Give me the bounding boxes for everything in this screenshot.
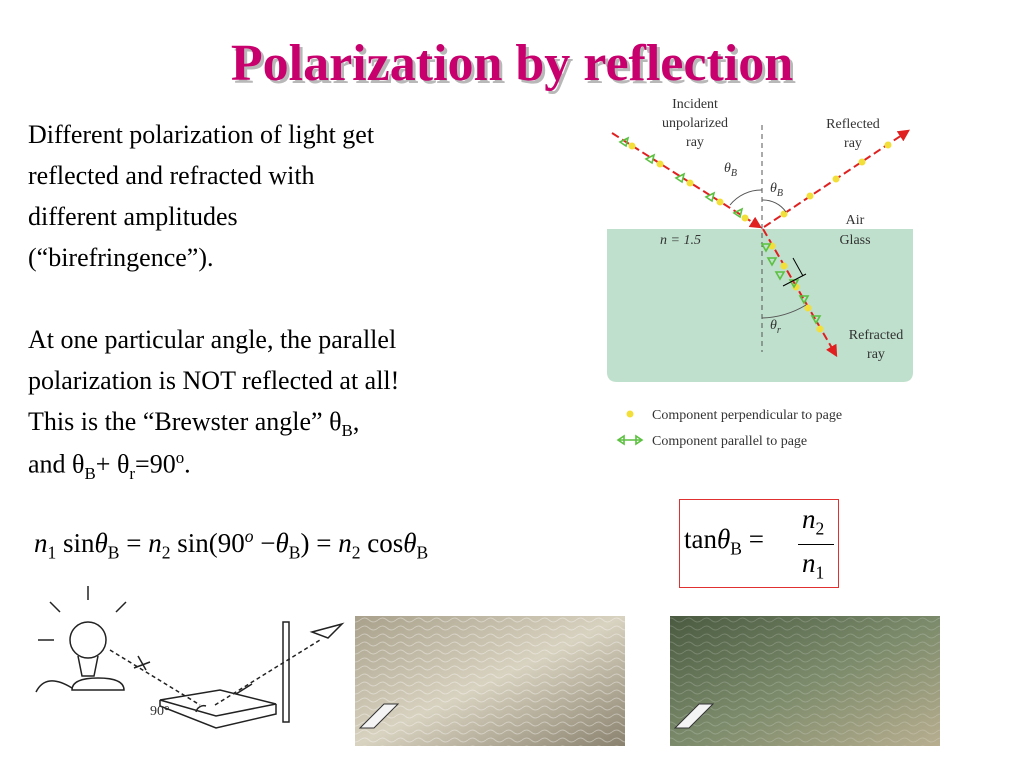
eq-token: B — [416, 542, 429, 563]
parallel-triangles — [618, 136, 822, 325]
eq-token: tan — [684, 524, 717, 554]
eq-token: B — [288, 542, 301, 563]
angle-arc — [761, 304, 807, 319]
label: ray — [844, 136, 862, 151]
label: Glass — [839, 233, 870, 248]
text-line: Different polarization of light get — [28, 120, 375, 149]
angle-arc — [761, 199, 787, 213]
eq-token: n — [802, 548, 816, 578]
eq-token: 1 — [47, 542, 57, 563]
eq-token: 2 — [161, 542, 171, 563]
eq-token: n — [148, 528, 162, 558]
label: unpolarized — [662, 116, 728, 131]
boat — [358, 703, 400, 729]
fraction-bar — [798, 544, 834, 545]
label: Air — [846, 213, 865, 228]
photo-waves — [355, 616, 625, 746]
eq-token: n — [34, 528, 48, 558]
equation: n1 sinθB = n2 sin(90o −θB) = n2 cosθB — [34, 526, 428, 563]
eq-token: sin — [63, 528, 95, 558]
label: ray — [686, 135, 704, 150]
eq-token: θ — [717, 524, 731, 554]
eq-token: θ — [275, 528, 289, 558]
sketch-label: 90° — [150, 704, 170, 719]
text-line: At one particular angle, the parallel — [28, 325, 397, 354]
right-angle-mark — [782, 273, 807, 287]
eq-token: 1 — [815, 562, 825, 583]
numerator: n2 — [802, 504, 824, 539]
eq-token: B — [730, 538, 742, 559]
eq-token: ) — [300, 528, 310, 558]
text-line: and θB+ θr=90o. — [28, 448, 191, 484]
angle-arc — [729, 189, 763, 206]
text: This is the “Brewster angle” θ — [28, 407, 342, 436]
eq-token: 2 — [815, 518, 825, 539]
diagram: Incident unpolarized ray Reflected ray A… — [607, 97, 913, 449]
text: =90 — [135, 449, 176, 479]
incident-ray — [611, 132, 763, 229]
label: ray — [867, 347, 885, 362]
label: Refracted — [849, 328, 903, 343]
label: Reflected — [826, 117, 880, 132]
eq-token: = — [748, 524, 764, 554]
text-line: (“birefringence”). — [28, 243, 214, 272]
eq-token: o — [244, 526, 254, 546]
eq-token: n — [338, 528, 352, 558]
eq-token: 90 — [217, 528, 245, 558]
eq-token: B — [107, 542, 120, 563]
refracted-ray — [762, 228, 838, 358]
legend-label: Component parallel to page — [652, 434, 807, 449]
label: θr — [770, 318, 781, 336]
label: θB — [724, 161, 737, 179]
eq-token: sin( — [177, 528, 218, 558]
subscript: r — [129, 463, 136, 483]
denominator: n1 — [802, 548, 824, 583]
boat — [673, 703, 715, 729]
text-line: reflected and refracted with — [28, 161, 315, 190]
eq-token: θ — [94, 528, 108, 558]
text: . — [184, 449, 191, 479]
text: + θ — [95, 449, 130, 479]
text: , — [352, 407, 360, 436]
label: r — [777, 325, 781, 336]
legend-label: Component perpendicular to page — [652, 408, 842, 423]
superscript: o — [175, 448, 185, 467]
label: Incident — [672, 97, 718, 112]
eq-token: = — [126, 528, 142, 558]
slide-title: Polarization by reflection — [230, 35, 794, 92]
eq-token: − — [260, 528, 276, 558]
subscript: B — [84, 463, 96, 483]
equation: tanθB = — [684, 524, 764, 559]
eq-token: n — [802, 504, 816, 534]
label: B — [731, 168, 737, 179]
label: B — [777, 188, 783, 199]
label: θ — [770, 318, 777, 333]
text-line: polarization is NOT reflected at all! — [28, 366, 400, 395]
text: and θ — [28, 449, 85, 479]
right-angle-mark — [792, 257, 804, 277]
eq-token: cos — [367, 528, 404, 558]
label: θ — [770, 181, 777, 196]
photo-waves — [670, 616, 940, 746]
eq-token: = — [316, 528, 332, 558]
eq-token: 2 — [351, 542, 361, 563]
text-line: different amplitudes — [28, 202, 238, 231]
label: n = 1.5 — [660, 233, 701, 248]
text-line: This is the “Brewster angle” θB, — [28, 407, 359, 441]
equation-box: tanθB = n2 n1 — [679, 499, 839, 588]
label: θ — [724, 161, 731, 176]
legend-dot — [626, 410, 634, 418]
label: θB — [770, 181, 783, 199]
legend-arrow — [616, 434, 644, 446]
eq-token: θ — [403, 528, 417, 558]
sketch — [35, 586, 345, 729]
subscript: B — [341, 421, 353, 441]
